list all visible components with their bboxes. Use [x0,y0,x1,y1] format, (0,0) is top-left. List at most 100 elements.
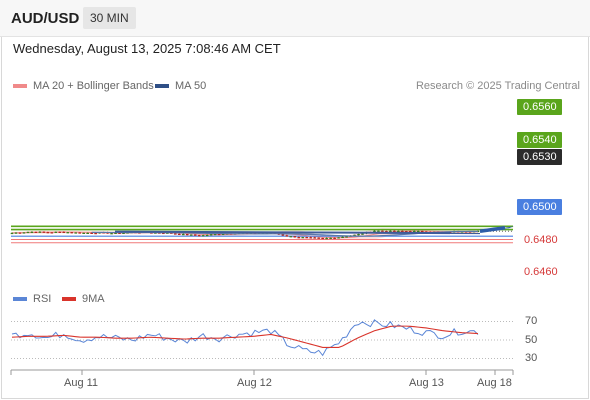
rsi-tick-50: 50 [525,334,538,346]
level-tag-6540: 0.6540 [517,132,562,148]
ma20-label: MA 20 + Bollinger Bands [33,80,154,92]
candle-body [408,231,412,233]
candle-body [353,234,356,236]
legend-ma50: MA 50 [155,80,206,92]
candle-body [30,231,34,234]
candle-body [301,237,305,239]
x-axis [10,369,514,375]
level-label-6480: 0.6480 [524,234,558,246]
ma50-label: MA 50 [175,80,207,92]
ma20-swatch [13,84,27,88]
candle-body [78,232,82,234]
symbol-title: AUD/USD [11,10,80,27]
candle-body [10,232,14,235]
projection-arrow-shaft [479,226,506,233]
candle-body [118,232,121,234]
candle-body [405,231,408,233]
candle-body [297,237,301,239]
ma9-line [11,325,479,348]
candle-body [389,230,392,232]
candle-body [50,232,54,234]
candle-body [357,234,360,236]
rsi-label: RSI [33,293,52,305]
x-tick-aug12: Aug 12 [237,377,272,389]
timeframe-badge[interactable]: 30 MIN [83,7,136,29]
candle-body [197,235,201,237]
candle-body [420,230,424,233]
candle-body [476,230,480,233]
candle-body [217,233,221,236]
candle-body [377,230,380,232]
candle-body [293,236,297,238]
candle-body [345,236,348,238]
candle-body [181,234,185,236]
candle-body [361,233,364,235]
ma9-label: 9MA [82,293,105,305]
candle-body [412,230,416,233]
rsi-swatch [13,297,27,301]
candle-body [201,235,205,237]
candle-body [313,237,317,239]
rsi-tick-30: 30 [525,352,538,364]
x-tick-aug11: Aug 11 [64,377,99,389]
projection-arrow-head [500,226,514,229]
candle-body [289,236,293,238]
level-label-6460: 0.6460 [524,266,558,278]
candle-body [18,232,22,234]
candle-body [401,230,404,233]
last-price-tag: 0.6530 [517,149,562,165]
candle-body [381,230,384,232]
candle-body [162,232,165,235]
candle-body [416,230,420,233]
x-tick-aug18: Aug 18 [477,377,512,389]
candle-body [309,237,313,239]
candle-body [468,231,472,233]
price-levels [11,225,513,244]
candle-body [337,237,340,239]
legend-rsi: RSI [13,293,51,305]
candle-body [66,232,70,234]
candle-body [54,231,58,233]
candle-body [281,234,285,236]
level-tag-6500: 0.6500 [517,199,562,215]
candle-body [74,232,78,234]
candle-body [38,231,42,233]
candle-body [70,232,74,234]
candle-body [317,237,320,239]
candle-body [193,234,197,236]
candle-body [46,232,50,234]
candle-body [373,230,376,232]
x-tick-aug13: Aug 13 [409,377,444,389]
candle-body [122,232,125,234]
ma9-swatch [62,297,76,301]
candle-body [82,232,85,234]
level-tag-6560: 0.6560 [517,99,562,115]
candle-body [62,231,66,234]
overlays [91,226,514,237]
candle-body [110,233,113,235]
candle-body [325,238,328,240]
candle-body [213,233,217,236]
candle-body [397,230,400,233]
candle-body [393,230,396,232]
candle-body [221,233,225,236]
candle-body [26,231,30,234]
candle-body [205,234,209,237]
candle-body [329,237,332,239]
ma50-swatch [155,84,169,88]
candle-body [305,237,309,239]
candle-body [385,230,388,233]
candle-body [341,236,344,238]
candle-body [86,232,89,234]
candle-body [114,232,117,234]
candle-body [94,233,97,235]
candle-body [448,231,452,234]
candle-body [173,233,177,235]
candle-body [22,232,26,234]
candle-body [90,232,93,234]
candle-body [58,231,62,233]
rsi-panel [11,319,513,359]
candle-body [177,233,181,236]
legend-ma9: 9MA [62,293,105,305]
